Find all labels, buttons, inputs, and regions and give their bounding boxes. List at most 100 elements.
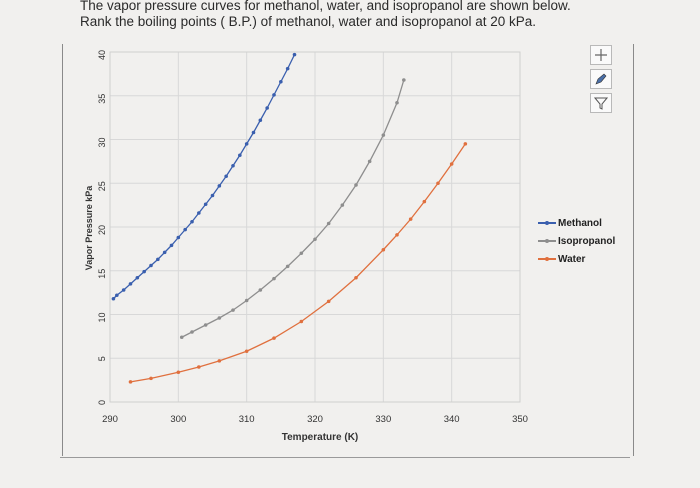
y-tick-label: 0: [97, 400, 107, 405]
data-point-isopropanol: [395, 100, 399, 105]
data-point-methanol: [292, 52, 297, 57]
pencil-icon[interactable]: [590, 69, 612, 89]
data-point-methanol: [272, 93, 276, 97]
data-point-methanol: [217, 184, 222, 188]
x-tick-label: 320: [307, 414, 323, 425]
data-point-methanol: [149, 263, 153, 268]
data-point-isopropanol: [313, 237, 317, 242]
data-point-isopropanol: [190, 330, 194, 334]
data-point-methanol: [244, 142, 249, 146]
y-tick-label: 30: [97, 138, 107, 148]
data-point-water: [197, 365, 201, 369]
grid-layer: [109, 51, 521, 403]
data-point-methanol: [135, 275, 140, 280]
data-point-isopropanol: [326, 221, 331, 226]
data-point-water: [149, 376, 153, 381]
data-point-methanol: [142, 269, 146, 274]
x-tick-label: 290: [102, 414, 118, 425]
data-point-water: [176, 370, 181, 375]
data-point-methanol: [176, 235, 181, 240]
chart-toolbar: [590, 45, 612, 117]
data-point-water: [436, 181, 440, 186]
y-tick-label: 40: [97, 50, 107, 60]
legend-item-methanol[interactable]: Methanol: [538, 214, 615, 232]
data-point-methanol: [111, 296, 116, 301]
data-point-methanol: [258, 118, 263, 123]
crosshair-icon[interactable]: [590, 45, 612, 65]
data-point-isopropanol: [244, 298, 249, 303]
data-point-water: [449, 162, 454, 166]
data-point-water: [244, 349, 249, 354]
legend-label-isopropanol: Isopropanol: [558, 235, 616, 247]
data-point-water: [408, 217, 413, 221]
panel-left-border: [62, 44, 71, 456]
data-point-isopropanol: [203, 323, 208, 327]
data-point-isopropanol: [354, 183, 358, 187]
legend-item-isopropanol[interactable]: Isopropanol: [538, 232, 615, 250]
series-line-isopropanol: [181, 79, 405, 338]
chart-legend: Methanol Isopropanol Water: [538, 214, 615, 268]
series-layer: [111, 52, 468, 384]
x-axis-label: Temperature (K): [282, 432, 359, 443]
tick-layer: 0 5 10 15 20 25 30 35 40 290 300 310 320 330 340 350: [97, 50, 528, 425]
data-point-water: [463, 142, 468, 146]
question-line-1: The vapor pressure curves for methanol, …: [80, 0, 571, 13]
data-point-isopropanol: [367, 159, 372, 164]
data-point-methanol: [210, 193, 215, 198]
data-point-methanol: [231, 163, 235, 168]
data-point-methanol: [121, 288, 126, 292]
legend-label-methanol: Methanol: [558, 217, 602, 229]
legend-item-water[interactable]: Water: [538, 250, 615, 268]
data-point-isopropanol: [299, 251, 304, 256]
data-point-methanol: [279, 79, 283, 84]
data-point-isopropanol: [381, 133, 386, 137]
data-point-isopropanol: [340, 203, 345, 207]
x-tick-label: 350: [512, 414, 528, 425]
data-point-methanol: [156, 257, 160, 262]
legend-swatch-water: [538, 257, 556, 261]
data-point-methanol: [203, 202, 208, 207]
legend-swatch-isopropanol: [538, 239, 556, 243]
data-point-isopropanol: [285, 264, 290, 269]
x-tick-label: 330: [375, 414, 391, 425]
x-tick-label: 310: [239, 414, 255, 425]
data-point-methanol: [238, 153, 242, 158]
data-point-water: [326, 299, 331, 304]
filter-icon[interactable]: [590, 93, 612, 113]
y-tick-label: 25: [97, 181, 107, 191]
data-point-methanol: [162, 250, 167, 255]
data-point-water: [381, 247, 386, 252]
panel-bottom-border: [60, 457, 630, 458]
series-line-methanol: [112, 54, 296, 300]
data-point-methanol: [251, 130, 256, 135]
data-point-methanol: [197, 211, 201, 215]
data-point-methanol: [285, 66, 290, 71]
y-tick-label: 15: [97, 269, 107, 279]
y-tick-label: 20: [97, 225, 107, 235]
data-point-isopropanol: [231, 308, 235, 312]
data-point-methanol: [128, 282, 133, 286]
data-point-water: [217, 359, 222, 363]
x-tick-label: 300: [170, 414, 186, 425]
y-tick-label: 10: [97, 313, 107, 323]
data-point-isopropanol: [179, 335, 184, 340]
data-point-water: [272, 336, 276, 340]
x-tick-label: 340: [444, 414, 460, 425]
legend-label-water: Water: [558, 253, 586, 265]
data-point-water: [354, 275, 358, 280]
data-point-isopropanol: [272, 276, 276, 281]
data-point-water: [422, 199, 427, 204]
data-point-methanol: [183, 227, 187, 232]
panel-right-border[interactable]: [625, 44, 634, 456]
data-point-isopropanol: [217, 316, 222, 320]
y-tick-label: 35: [97, 94, 107, 104]
data-point-methanol: [115, 293, 119, 298]
data-point-isopropanol: [402, 78, 406, 82]
data-point-methanol: [265, 106, 269, 110]
question-line-2: Rank the boiling points ( B.P.) of metha…: [80, 14, 537, 29]
legend-swatch-methanol: [538, 221, 556, 225]
question-text: The vapor pressure curves for methanol, …: [80, 0, 571, 30]
series-line-water: [130, 143, 466, 383]
data-point-isopropanol: [258, 288, 263, 292]
